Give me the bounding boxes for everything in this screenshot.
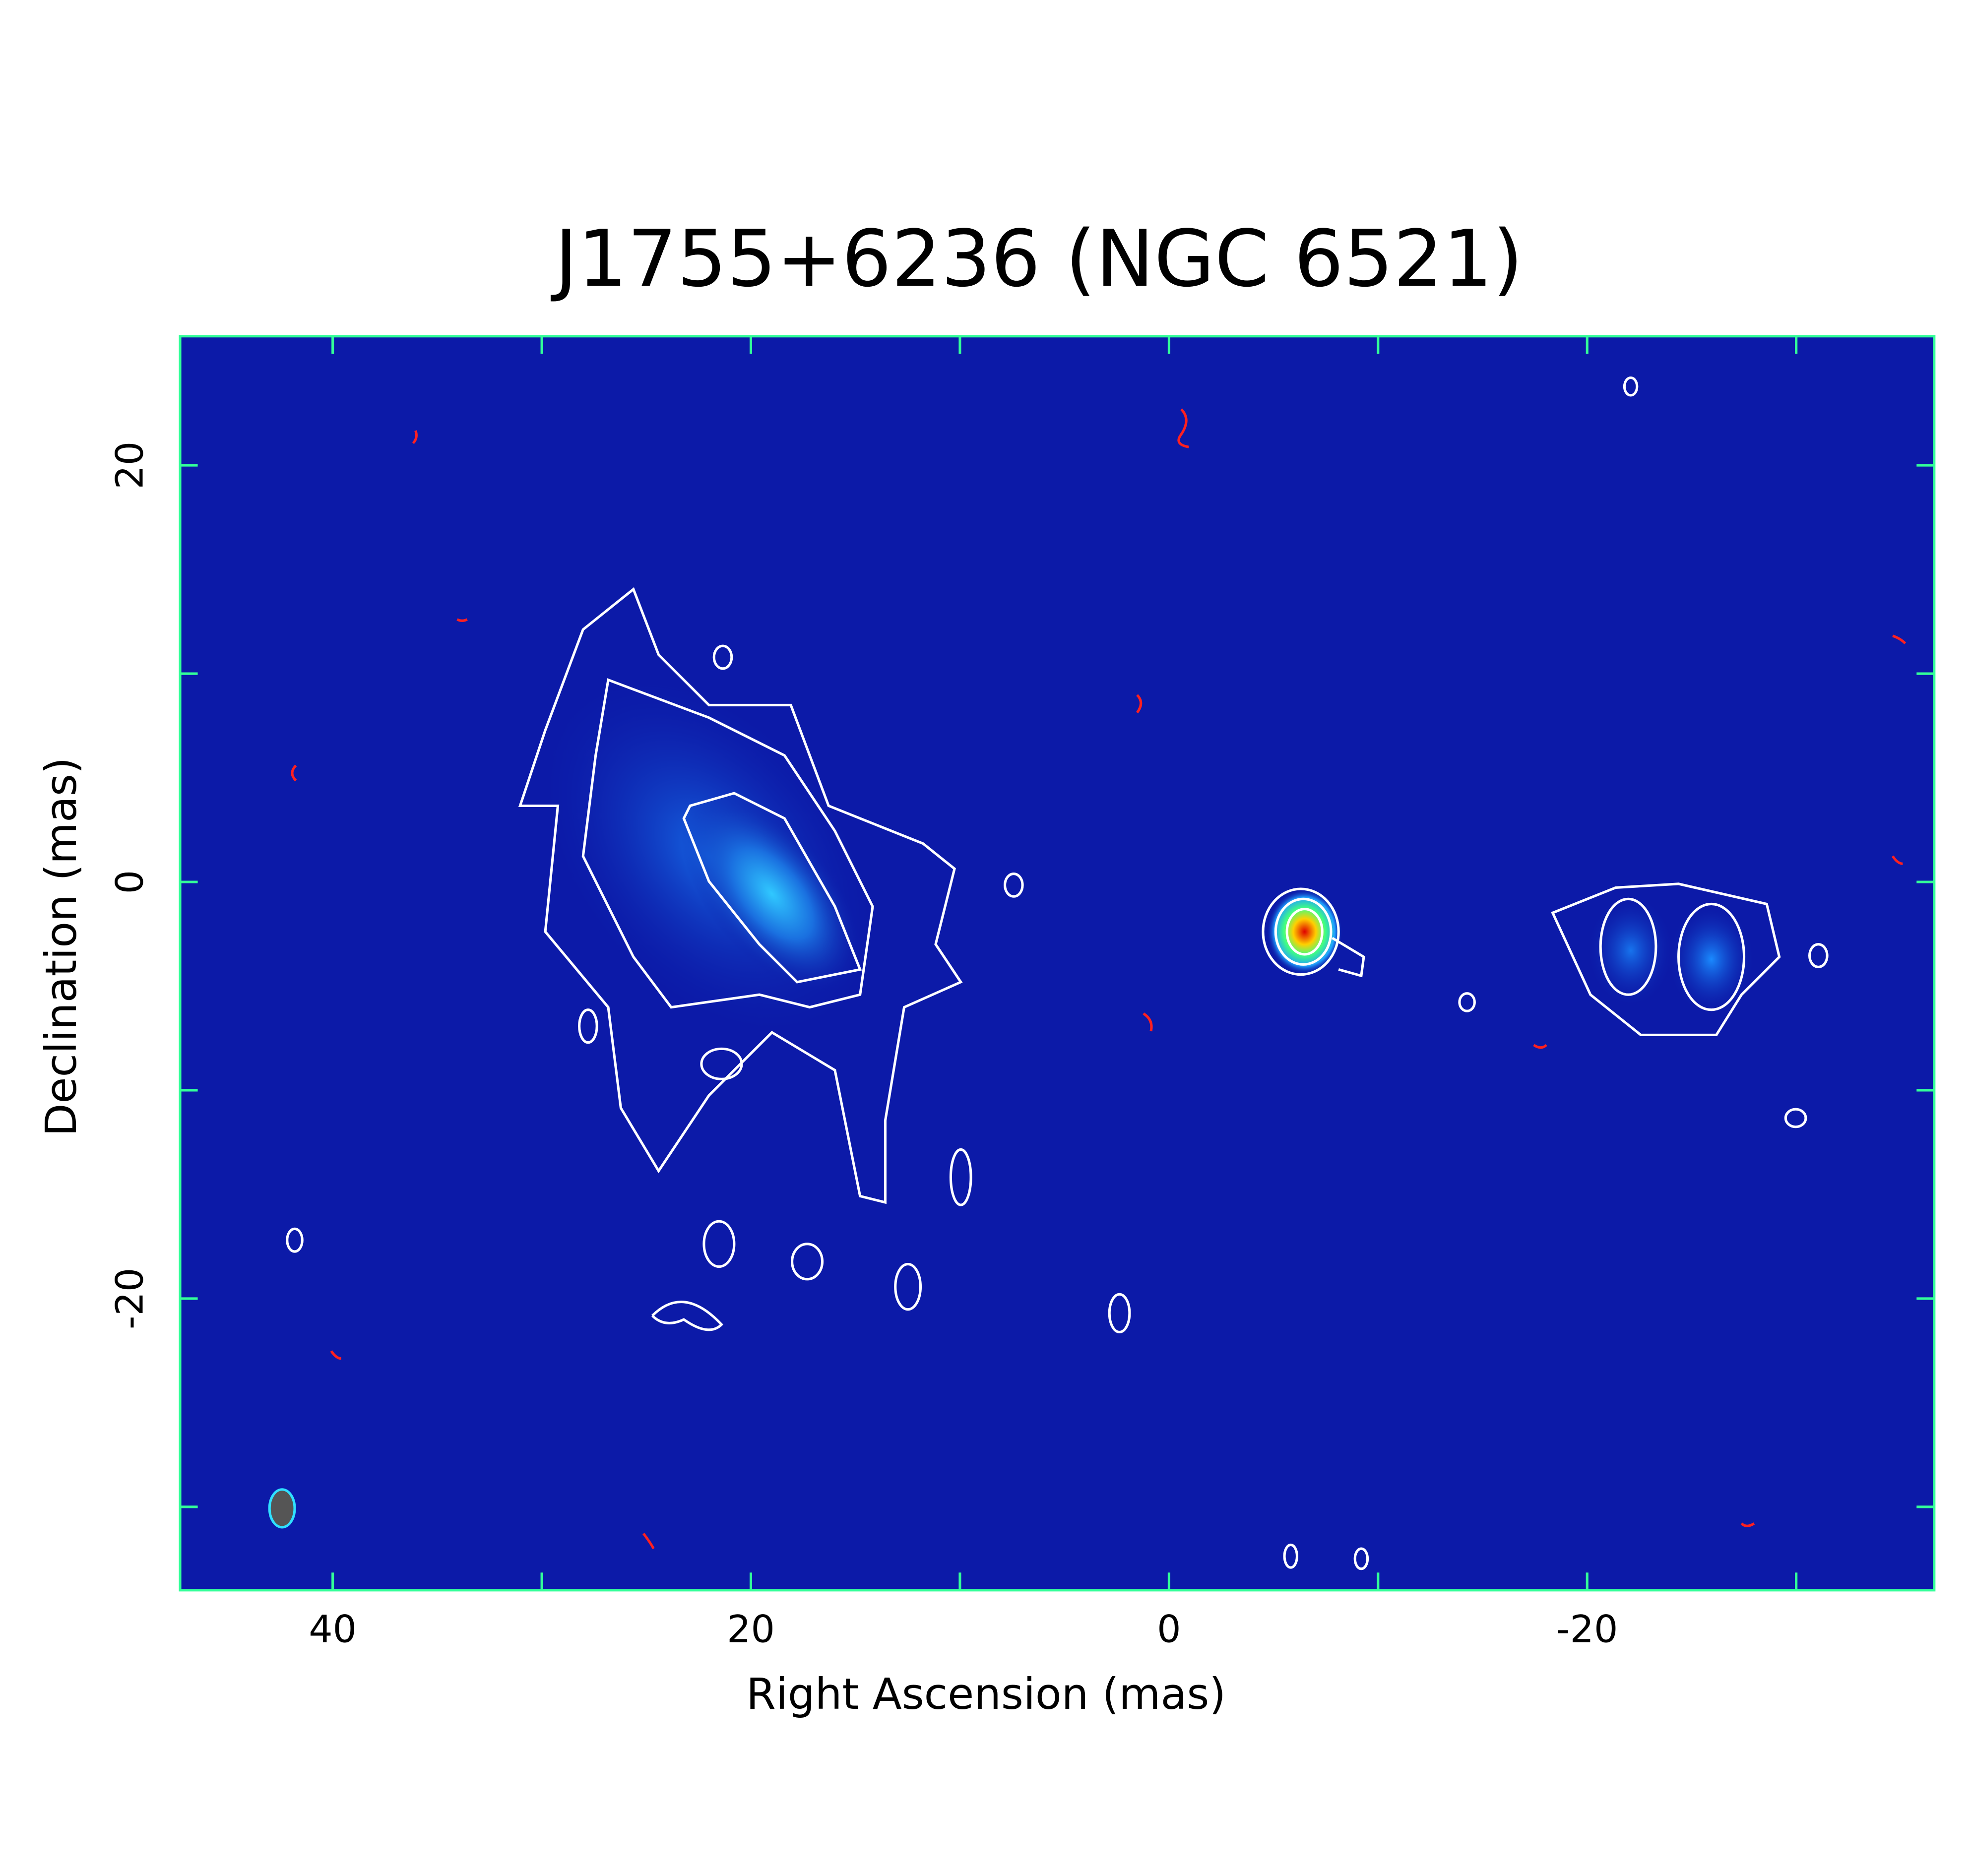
contour [894,1262,922,1311]
contour [949,1148,972,1206]
contour [1740,1522,1755,1527]
contour [791,1243,824,1281]
chart-title: J1755+6236 (NGC 6521) [550,214,1523,305]
contour [1808,943,1829,968]
contour [291,764,297,782]
negative-contours [291,408,1907,1550]
contour [642,1533,655,1550]
y-tick-label: 20 [108,441,152,490]
contour [286,1227,304,1253]
contour [456,618,468,622]
contour [1458,992,1476,1012]
contour [682,792,862,984]
contour [1283,1543,1298,1569]
y-tick-label: -20 [108,1268,152,1329]
contour [651,1301,724,1331]
contour [1891,855,1903,865]
contour [1533,1044,1547,1049]
contour [518,587,963,1204]
emission [681,794,863,995]
emission [1667,902,1756,1016]
contour [1353,1547,1369,1570]
contour [578,1008,598,1044]
x-tick-label: 20 [727,1607,775,1651]
y-tick-label: 0 [108,870,152,894]
contour [1274,897,1333,966]
contour [712,644,733,670]
contour [1143,1012,1153,1032]
contour [1004,873,1024,898]
x-tick-label: -20 [1556,1607,1618,1651]
contour [330,1350,342,1360]
radio-map [180,336,1934,1590]
y-axis-label: Declination (mas) [37,757,86,1137]
contour [1623,376,1639,397]
contour [702,1220,736,1268]
contour [1599,897,1657,996]
x-tick-label: 40 [309,1607,357,1651]
beam [268,1488,296,1529]
contour [700,1047,743,1080]
contour [1551,882,1781,1036]
contour [1285,908,1324,956]
contour [1677,902,1746,1011]
contour [1136,694,1143,714]
contour [1784,1108,1807,1128]
contour [581,678,874,1009]
contour [1332,937,1365,978]
contours [286,376,1829,1570]
contour [1108,1293,1131,1334]
x-tick-label: 0 [1157,1607,1181,1651]
contour [1262,887,1340,976]
contour [412,430,418,444]
contour [1177,408,1189,448]
plot-frame [179,335,1936,1592]
x-axis-label: Right Ascension (mas) [746,1670,1226,1719]
contour [1892,634,1907,644]
